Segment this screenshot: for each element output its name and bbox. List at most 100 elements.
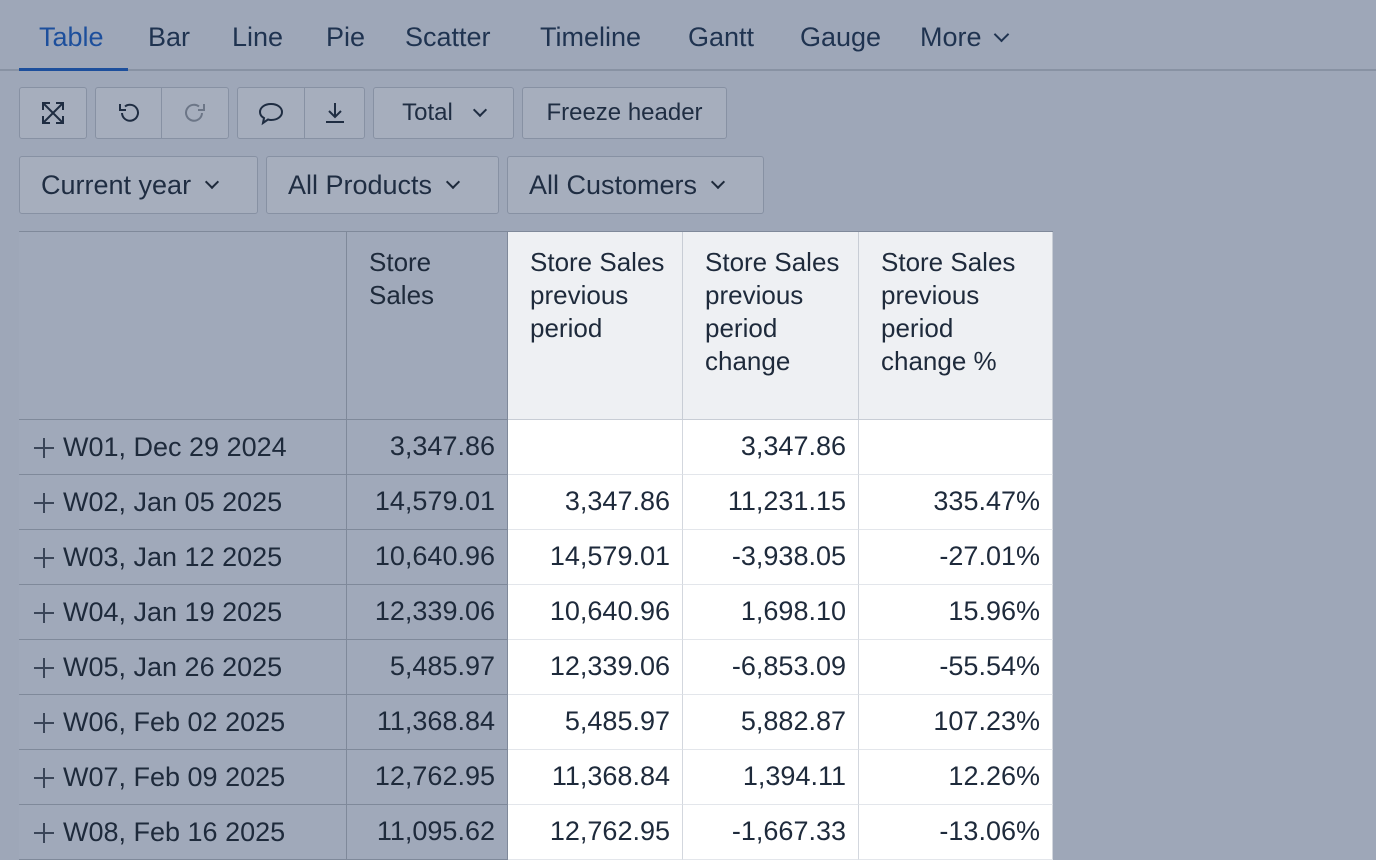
chevron-down-icon <box>204 174 220 190</box>
cell-value: 12,762.95 <box>374 761 495 791</box>
freeze-header-button[interactable]: Freeze header <box>522 87 727 139</box>
previous-period-change-header[interactable]: Store Sales previous period change <box>683 232 859 420</box>
tab-line[interactable]: Line <box>232 22 284 52</box>
table-cell: 11,368.84 <box>347 695 508 750</box>
expand-plus-icon[interactable] <box>34 712 54 733</box>
cell-value: -13.06% <box>939 816 1040 846</box>
undo-icon <box>118 103 139 122</box>
expand-plus-icon[interactable] <box>34 657 54 678</box>
table-cell: 12.26% <box>859 750 1053 805</box>
row-header-cell[interactable]: W03, Jan 12 2025 <box>19 530 347 585</box>
tab-pie[interactable]: Pie <box>326 22 366 52</box>
row-label: W03, Jan 12 2025 <box>34 542 282 573</box>
expand-plus-icon[interactable] <box>34 767 54 788</box>
table-cell: 14,579.01 <box>508 530 683 585</box>
cell-value: 5,485.97 <box>564 706 670 736</box>
row-label: W02, Jan 05 2025 <box>34 487 282 518</box>
chevron-down-icon <box>472 102 487 118</box>
cell-value: -27.01% <box>939 541 1040 571</box>
table-cell: -55.54% <box>859 640 1053 695</box>
cell-value: 3,347.86 <box>564 486 670 516</box>
comment-icon <box>258 102 284 126</box>
period-filter[interactable]: Current year <box>19 156 258 214</box>
expand-plus-icon[interactable] <box>34 437 54 458</box>
table-cell: 1,698.10 <box>683 585 859 640</box>
cell-value: 5,882.87 <box>740 706 846 736</box>
cell-value: 335.47% <box>933 486 1040 516</box>
chevron-down-icon <box>445 174 461 190</box>
expand-plus-icon[interactable] <box>34 822 54 843</box>
row-label: W05, Jan 26 2025 <box>34 652 282 683</box>
tab-bar[interactable]: Bar <box>148 22 191 52</box>
comment-button[interactable] <box>237 87 305 139</box>
row-header-cell[interactable]: W04, Jan 19 2025 <box>19 585 347 640</box>
previous-period-change-pct-header[interactable]: Store Sales previous period change % <box>859 232 1053 420</box>
row-header-cell[interactable]: W08, Feb 16 2025 <box>19 805 347 860</box>
expand-plus-icon[interactable] <box>34 492 54 513</box>
table-cell: 12,339.06 <box>347 585 508 640</box>
tab-gantt[interactable]: Gantt <box>688 22 755 52</box>
tab-gauge[interactable]: Gauge <box>800 22 882 52</box>
row-label-text: W04, Jan 19 2025 <box>63 597 283 627</box>
row-header-cell[interactable]: W01, Dec 29 2024 <box>19 420 347 475</box>
table-cell <box>508 420 683 475</box>
customers-filter-label: All Customers <box>529 169 698 200</box>
tab-more[interactable]: More <box>920 22 1009 53</box>
cell-value: 15.96% <box>948 596 1040 626</box>
row-label-text: W07, Feb 09 2025 <box>63 762 286 792</box>
cell-value: 12.26% <box>948 761 1040 791</box>
cell-value: 14,579.01 <box>549 541 670 571</box>
row-label: W04, Jan 19 2025 <box>34 597 282 628</box>
table-cell: -27.01% <box>859 530 1053 585</box>
chevron-down-icon <box>710 174 726 190</box>
column-header-label: Store Sales previous period change % <box>881 247 1016 376</box>
fullscreen-button[interactable] <box>19 87 87 139</box>
table-cell: 15.96% <box>859 585 1053 640</box>
cell-value: 1,394.11 <box>742 761 846 791</box>
cell-value: 14,579.01 <box>374 486 495 516</box>
table-cell: 10,640.96 <box>508 585 683 640</box>
cell-value: 107.23% <box>933 706 1040 736</box>
cell-value: 11,368.84 <box>551 761 670 791</box>
chevron-down-icon <box>993 26 1009 43</box>
download-button[interactable] <box>304 87 365 139</box>
chart-type-tabs: Table Bar Line Pie Scatter Timeline Gant… <box>0 0 1376 71</box>
tab-more-label: More <box>920 22 982 52</box>
store-sales-header[interactable]: Store Sales <box>347 232 508 420</box>
cell-value: -3,938.05 <box>731 541 846 571</box>
row-label-text: W06, Feb 02 2025 <box>63 707 286 737</box>
total-dropdown[interactable]: Total <box>373 87 514 139</box>
customers-filter[interactable]: All Customers <box>507 156 764 214</box>
redo-button[interactable] <box>161 87 229 139</box>
period-filter-label: Current year <box>41 169 192 200</box>
previous-period-header[interactable]: Store Sales previous period <box>508 232 683 420</box>
corner-header <box>19 232 347 420</box>
row-label: W07, Feb 09 2025 <box>34 762 285 793</box>
cell-value: 3,347.86 <box>740 431 846 461</box>
products-filter[interactable]: All Products <box>266 156 499 214</box>
tab-timeline[interactable]: Timeline <box>540 22 642 52</box>
tab-scatter[interactable]: Scatter <box>405 22 491 52</box>
redo-icon <box>185 103 205 122</box>
freeze-header-label: Freeze header <box>546 99 703 126</box>
row-header-cell[interactable]: W06, Feb 02 2025 <box>19 695 347 750</box>
row-label-text: W02, Jan 05 2025 <box>63 487 283 517</box>
row-label-text: W08, Feb 16 2025 <box>63 817 286 847</box>
row-header-cell[interactable]: W05, Jan 26 2025 <box>19 640 347 695</box>
table-cell: 107.23% <box>859 695 1053 750</box>
cell-value: 5,485.97 <box>389 651 495 681</box>
expand-plus-icon[interactable] <box>34 602 54 623</box>
table-cell: 5,882.87 <box>683 695 859 750</box>
tab-table[interactable]: Table <box>39 22 104 52</box>
cell-value: 11,231.15 <box>727 486 846 516</box>
row-header-cell[interactable]: W07, Feb 09 2025 <box>19 750 347 805</box>
expand-plus-icon[interactable] <box>34 547 54 568</box>
cell-value: 11,368.84 <box>376 706 495 736</box>
undo-button[interactable] <box>95 87 162 139</box>
row-label-text: W03, Jan 12 2025 <box>63 542 283 572</box>
row-header-cell[interactable]: W02, Jan 05 2025 <box>19 475 347 530</box>
column-header-label: Store Sales previous period change <box>705 247 840 376</box>
cell-value: -55.54% <box>939 651 1040 681</box>
cell-value: 12,339.06 <box>549 651 670 681</box>
row-label-text: W01, Dec 29 2024 <box>63 432 287 462</box>
